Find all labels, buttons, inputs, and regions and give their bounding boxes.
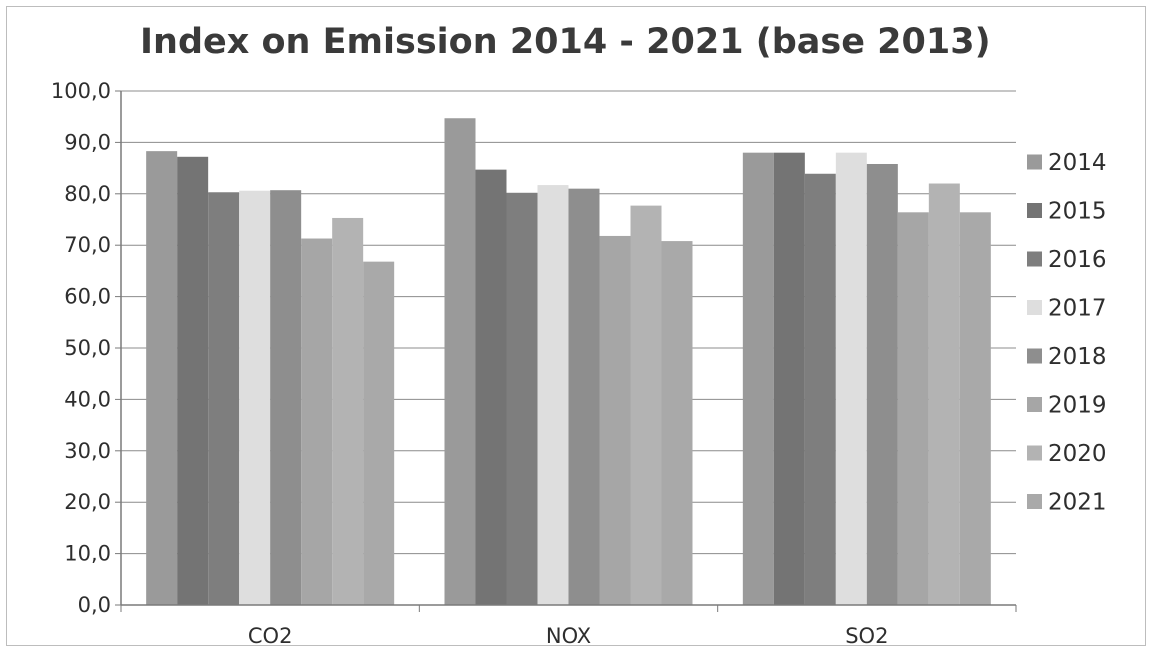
chart-title: Index on Emission 2014 - 2021 (base 2013…: [140, 22, 991, 62]
y-tick-label: 10,0: [64, 542, 111, 566]
x-category-label: SO2: [845, 624, 888, 648]
bar-2014-SO2: [742, 152, 774, 605]
legend-swatch-2020: [1027, 445, 1042, 461]
y-tick-label: 80,0: [64, 182, 111, 206]
legend-label: 2014: [1048, 150, 1107, 176]
bar-2015-SO2: [773, 152, 805, 605]
bar-2018-SO2: [866, 163, 898, 605]
legend-swatch-2019: [1027, 397, 1042, 412]
bar-2017-NOX: [537, 185, 569, 605]
y-tick-label: 0,0: [78, 593, 111, 617]
bar-2017-SO2: [835, 152, 867, 605]
bar-2017-CO2: [239, 190, 271, 605]
bar-2016-CO2: [208, 192, 240, 605]
bar-2020-CO2: [332, 217, 364, 605]
bar-2016-SO2: [804, 173, 836, 605]
y-tick-label: 70,0: [64, 233, 111, 257]
legend-label: 2016: [1048, 247, 1107, 273]
bar-2018-NOX: [568, 188, 600, 605]
bar-2014-NOX: [444, 118, 476, 605]
bar-2019-SO2: [897, 212, 929, 605]
legend-swatch-2014: [1027, 154, 1042, 170]
x-category-label: NOX: [546, 624, 591, 648]
y-tick-label: 30,0: [64, 439, 111, 463]
bar-2015-CO2: [177, 156, 209, 606]
y-tick-label: 20,0: [64, 490, 111, 514]
y-tick-label: 40,0: [64, 387, 111, 411]
bar-2019-NOX: [599, 235, 631, 605]
bar-2016-NOX: [506, 192, 538, 605]
legend-label: 2021: [1048, 490, 1107, 516]
bar-2021-NOX: [661, 241, 693, 605]
x-category-label: CO2: [248, 624, 293, 648]
bar-2020-NOX: [630, 205, 662, 605]
y-tick-label: 100,0: [51, 79, 111, 103]
legend-swatch-2021: [1027, 494, 1042, 509]
legend-label: 2018: [1048, 344, 1107, 370]
bar-2021-CO2: [363, 261, 395, 605]
legend-label: 2015: [1048, 199, 1107, 225]
y-tick-label: 60,0: [64, 285, 111, 309]
legend-label: 2020: [1048, 441, 1107, 467]
y-tick-label: 50,0: [64, 336, 111, 360]
bar-2018-CO2: [270, 190, 302, 605]
bar-2014-CO2: [146, 151, 178, 605]
bar-2020-SO2: [928, 183, 960, 605]
legend-swatch-2015: [1027, 203, 1042, 218]
legend-label: 2017: [1048, 296, 1107, 322]
bar-2021-SO2: [959, 212, 991, 605]
bar-2019-CO2: [301, 238, 333, 605]
y-tick-label: 90,0: [64, 130, 111, 154]
legend-swatch-2018: [1027, 348, 1042, 364]
legend-swatch-2017: [1027, 300, 1042, 315]
legend-swatch-2016: [1027, 251, 1042, 267]
legend-label: 2019: [1048, 393, 1107, 419]
bar-2015-NOX: [475, 169, 507, 605]
